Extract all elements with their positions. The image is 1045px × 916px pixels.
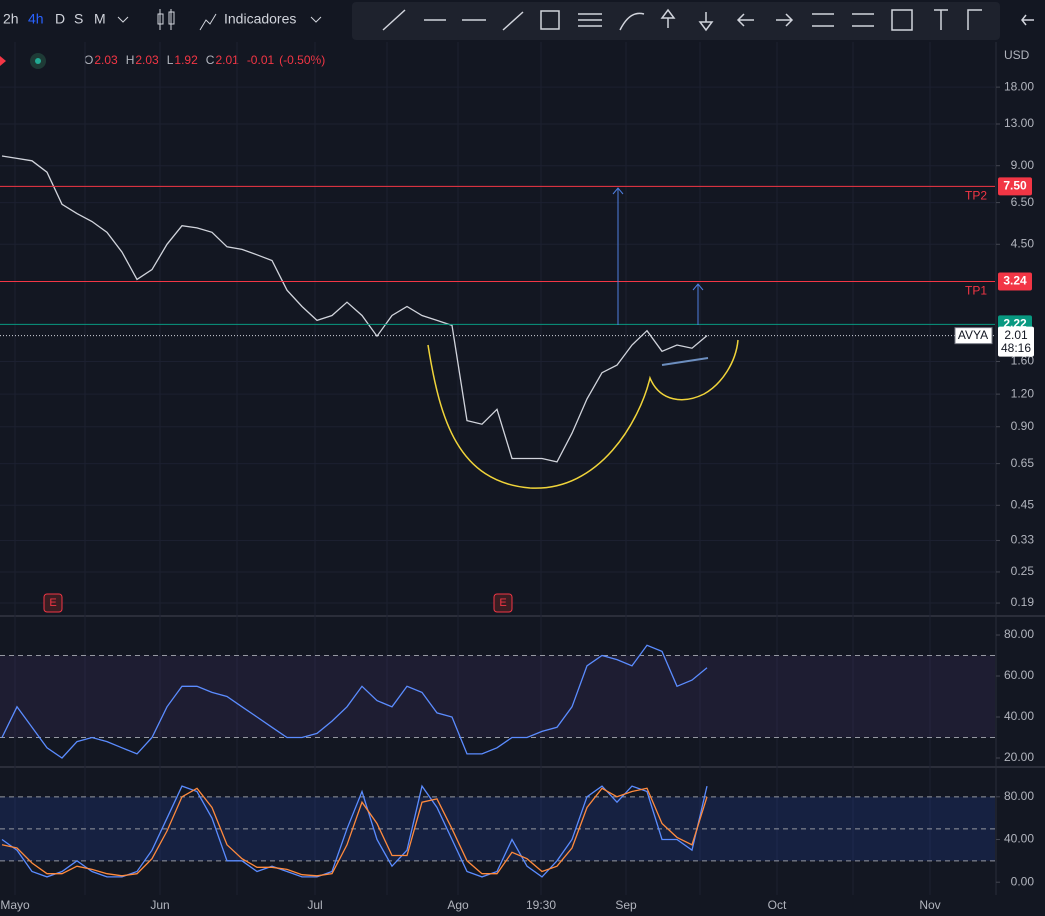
y-tick-label: 40.00: [1004, 832, 1034, 846]
drawing-toolbar: [352, 2, 1000, 40]
y-tick-label: 1.60: [1011, 354, 1035, 368]
x-tick-label: Jul: [307, 898, 322, 912]
y-tick-label: 0.19: [1011, 595, 1035, 609]
ohlc-legend: O 2.03 H 2.03 L 1.92 C 2.01 -0.01 (-0.50%): [84, 53, 325, 67]
target-arrows: [612, 187, 704, 325]
y-tick-label: 6.50: [1011, 195, 1035, 209]
legend-value: 2.01: [215, 53, 239, 67]
chart-type-icon[interactable]: [157, 9, 175, 30]
interval-active[interactable]: 4h: [28, 11, 44, 27]
currency[interactable]: USD: [1004, 48, 1030, 62]
price-label: 7.50: [1003, 179, 1027, 193]
y-tick-label: 0.65: [1011, 456, 1035, 470]
price-label-box: [998, 272, 1032, 291]
earnings-label: E: [499, 597, 506, 609]
y-tick-label: 13.00: [1004, 116, 1034, 130]
legend-value: 1.92: [174, 53, 198, 67]
x-tick-label: Mayo: [0, 898, 30, 912]
x-tick-label: Nov: [919, 898, 940, 912]
series-line: [1, 644, 708, 759]
price-line-name: TP2: [965, 189, 987, 203]
legend-change-pct: (-0.50%): [279, 53, 325, 67]
band-fill: [0, 655, 995, 738]
series-line: [1, 784, 708, 878]
plot: 18.00 13.00 9.00 6.50 4.50 1.60 1.20 0.90 0.65 0.…: [0, 42, 1045, 912]
x-tick-label: Ago: [447, 898, 469, 912]
price-label-box: [998, 177, 1032, 196]
y-tick-label: 60.00: [1004, 668, 1034, 682]
symbol-label: AVYA: [958, 328, 988, 342]
legend-change: -0.01: [247, 53, 275, 67]
handle-line: [661, 357, 709, 366]
series-line: [1, 787, 708, 877]
interval[interactable]: M: [94, 11, 106, 27]
indicators-button[interactable]: Indicadores: [224, 11, 296, 27]
y-tick-label: 1.20: [1011, 386, 1035, 400]
interval[interactable]: 2h: [3, 11, 19, 27]
y-tick-label: 0.25: [1011, 564, 1035, 578]
dropdown-arrow[interactable]: [310, 16, 322, 23]
legend-key: H: [126, 53, 135, 67]
countdown: 48:16: [1001, 341, 1031, 355]
y-tick-label: 9.00: [1011, 158, 1035, 172]
legend-key: O: [84, 53, 93, 67]
legend-value: 2.03: [94, 53, 118, 67]
earnings-box: [493, 593, 513, 613]
y-tick-label: 18.00: [1004, 79, 1034, 93]
earnings-box: [43, 593, 63, 613]
status-dot: [35, 58, 41, 64]
y-tick-label: 40.00: [1004, 709, 1034, 723]
y-tick-label: 0.45: [1011, 497, 1035, 511]
indicators-icon[interactable]: [199, 13, 217, 31]
x-tick-label: Oct: [768, 898, 787, 912]
legend-key: L: [167, 53, 174, 67]
cup-annotation: [427, 339, 739, 489]
dropdown-arrow[interactable]: [117, 16, 129, 23]
legend-value: 2.03: [135, 53, 159, 67]
y-tick-label: 0.33: [1011, 533, 1035, 547]
y-tick-label: 20.00: [1004, 750, 1034, 764]
symbol-box: [954, 327, 993, 345]
x-tick-label: 19:30: [526, 898, 556, 912]
y-tick-label: 0.00: [1011, 874, 1035, 888]
drawing-tools[interactable]: [382, 8, 1034, 32]
price-line-name: TP1: [965, 284, 987, 298]
flag: [0, 56, 6, 66]
series-line: [1, 155, 708, 463]
price-label: 3.24: [1003, 274, 1027, 288]
last-price-box: [998, 326, 1034, 357]
y-tick-label: 0.90: [1011, 419, 1035, 433]
interval[interactable]: D: [55, 11, 65, 27]
x-tick-label: Jun: [150, 898, 169, 912]
x-tick-label: Sep: [615, 898, 637, 912]
last-price-label: 2.01: [1004, 328, 1028, 342]
y-tick-label: 4.50: [1011, 236, 1035, 250]
interval[interactable]: S: [74, 11, 83, 27]
y-tick-label: 80.00: [1004, 789, 1034, 803]
legend-key: C: [206, 53, 215, 67]
y-tick-label: 80.00: [1004, 627, 1034, 641]
earnings-label: E: [49, 597, 56, 609]
